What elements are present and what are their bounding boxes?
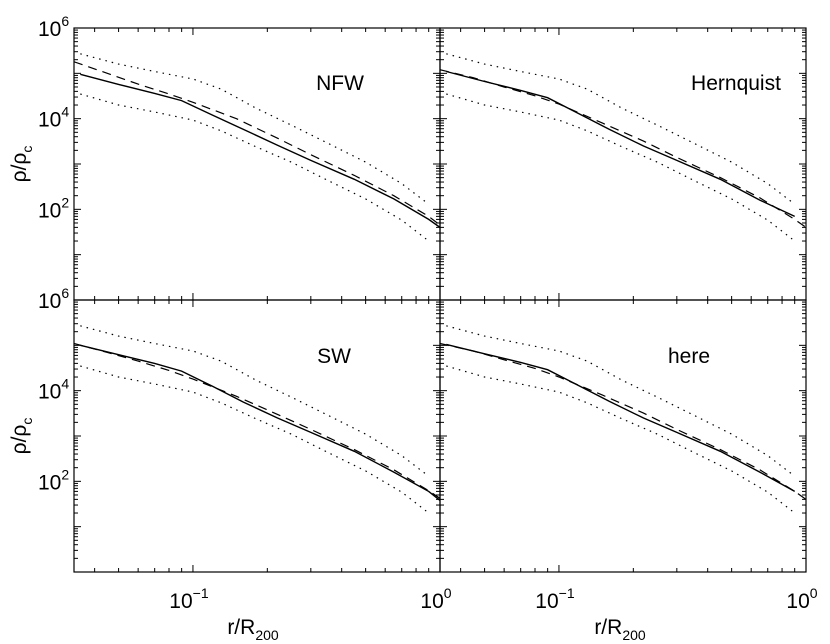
series-dotted-line [446,325,796,477]
x-label-sub: 200 [622,627,646,643]
x-axis-label-left: r/R200 [227,616,279,643]
panel-bottom-left: 10−1 100 102 104 106 SW [38,285,452,613]
y-label-main: ρ/ρ [8,425,31,455]
y-tick-label: 102 [38,466,69,494]
panel-frame [73,299,441,573]
series-dotted-line [446,93,796,242]
panel-top-left: 102 104 106 NFW [38,13,441,301]
y-tick-label: 102 [38,194,69,222]
x-axis-label-right: r/R200 [594,616,646,643]
panel-label: Hernquist [691,72,781,95]
x-label-sub: 200 [255,627,279,643]
panel-frame [439,299,807,573]
panel-frame [73,27,441,301]
y-tick-label: 104 [38,376,69,404]
y-axis-label-bottom: ρ/ρc [8,418,35,455]
series-dotted-line [80,365,430,514]
x-label-main: r/R [594,616,622,639]
panel-top-right: Hernquist [439,27,807,301]
series-solid-line [446,343,796,493]
panel-label: SW [317,345,351,368]
series-dashed-line [74,342,440,499]
x-tick-label: 10−1 [169,585,209,613]
x-tick-label: 100 [786,585,817,613]
series-solid-line [80,344,440,501]
y-tick-label: 106 [38,13,69,41]
series-dotted-line [80,325,430,477]
x-tick-label: 10−1 [535,585,575,613]
series-dashed-line [440,69,806,228]
x-tick-label: 100 [420,585,451,613]
y-label-sub: c [19,146,35,153]
series-dotted-line [446,365,796,514]
series-dashed-line [74,61,440,226]
panel-label: here [668,345,710,368]
series-dashed-line [440,342,806,500]
y-tick-label: 106 [38,285,69,313]
y-label-main: ρ/ρ [8,153,31,183]
y-axis-label-top: ρ/ρc [8,146,35,183]
x-label-main: r/R [227,616,255,639]
y-label-sub: c [19,418,35,425]
series-dotted-line [80,53,430,205]
series-solid-line [80,73,440,228]
series-solid-line [446,70,795,218]
y-tick-label: 104 [38,104,69,132]
panel-frame [439,27,807,301]
series-dotted-line [80,93,430,242]
panel-bottom-right: 10−1 100 here [439,299,818,613]
panel-label: NFW [316,72,364,95]
